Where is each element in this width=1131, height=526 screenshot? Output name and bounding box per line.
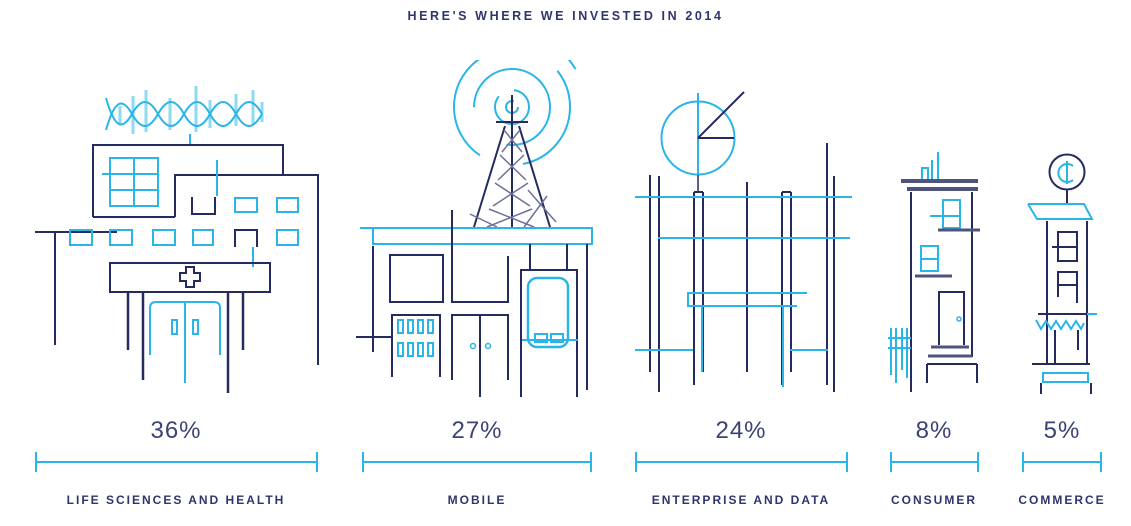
percent-scale-bar xyxy=(890,452,979,472)
percent-value: 36% xyxy=(150,417,202,444)
category-label: COMMERCE xyxy=(1018,493,1106,507)
window xyxy=(920,245,939,272)
awning xyxy=(1027,203,1094,220)
hospital-building xyxy=(35,144,319,393)
hospital-dna-helix-building-icon xyxy=(35,86,319,393)
medical-cross-icon xyxy=(179,266,201,288)
cent-sign-kiosk-icon xyxy=(1027,153,1097,394)
radio-tower-icon xyxy=(469,95,557,228)
storefront-building xyxy=(356,210,593,397)
clock-icon xyxy=(660,91,745,176)
front-door xyxy=(938,291,965,345)
percent-scale-bar xyxy=(35,452,318,472)
category-label: MOBILE xyxy=(447,493,507,507)
phone-icon xyxy=(522,276,578,349)
clock-and-data-columns-building-icon xyxy=(635,91,852,392)
shelf xyxy=(687,292,807,387)
cent-sign-icon xyxy=(1048,153,1086,191)
radio-tower-storefront-icon xyxy=(356,60,593,397)
category-label: CONSUMER xyxy=(890,493,977,507)
percent-scale-bar xyxy=(362,452,592,472)
fence xyxy=(888,328,911,383)
percent-value: 24% xyxy=(715,417,767,444)
category-label: LIFE SCIENCES AND HEALTH xyxy=(66,493,286,507)
window xyxy=(930,199,961,229)
data-columns xyxy=(635,143,852,392)
hospital-doors xyxy=(149,301,221,383)
percent-scale-bar xyxy=(1022,452,1102,472)
percent-value: 27% xyxy=(451,417,503,444)
townhouse-icon xyxy=(888,152,980,392)
category-label: ENTERPRISE AND DATA xyxy=(651,493,831,507)
cornice xyxy=(901,179,978,191)
base xyxy=(1042,372,1089,383)
percent-value: 8% xyxy=(915,417,953,444)
percent-scale-bar xyxy=(635,452,848,472)
kiosk-tower xyxy=(1032,221,1097,394)
percent-value: 5% xyxy=(1043,417,1081,444)
chimney xyxy=(921,152,939,183)
page-title: HERE'S WHERE WE INVESTED IN 2014 xyxy=(407,9,724,23)
vent-slots xyxy=(397,319,434,357)
fringe xyxy=(1035,319,1085,332)
dna-helix-icon xyxy=(105,86,264,145)
steps xyxy=(928,345,972,358)
